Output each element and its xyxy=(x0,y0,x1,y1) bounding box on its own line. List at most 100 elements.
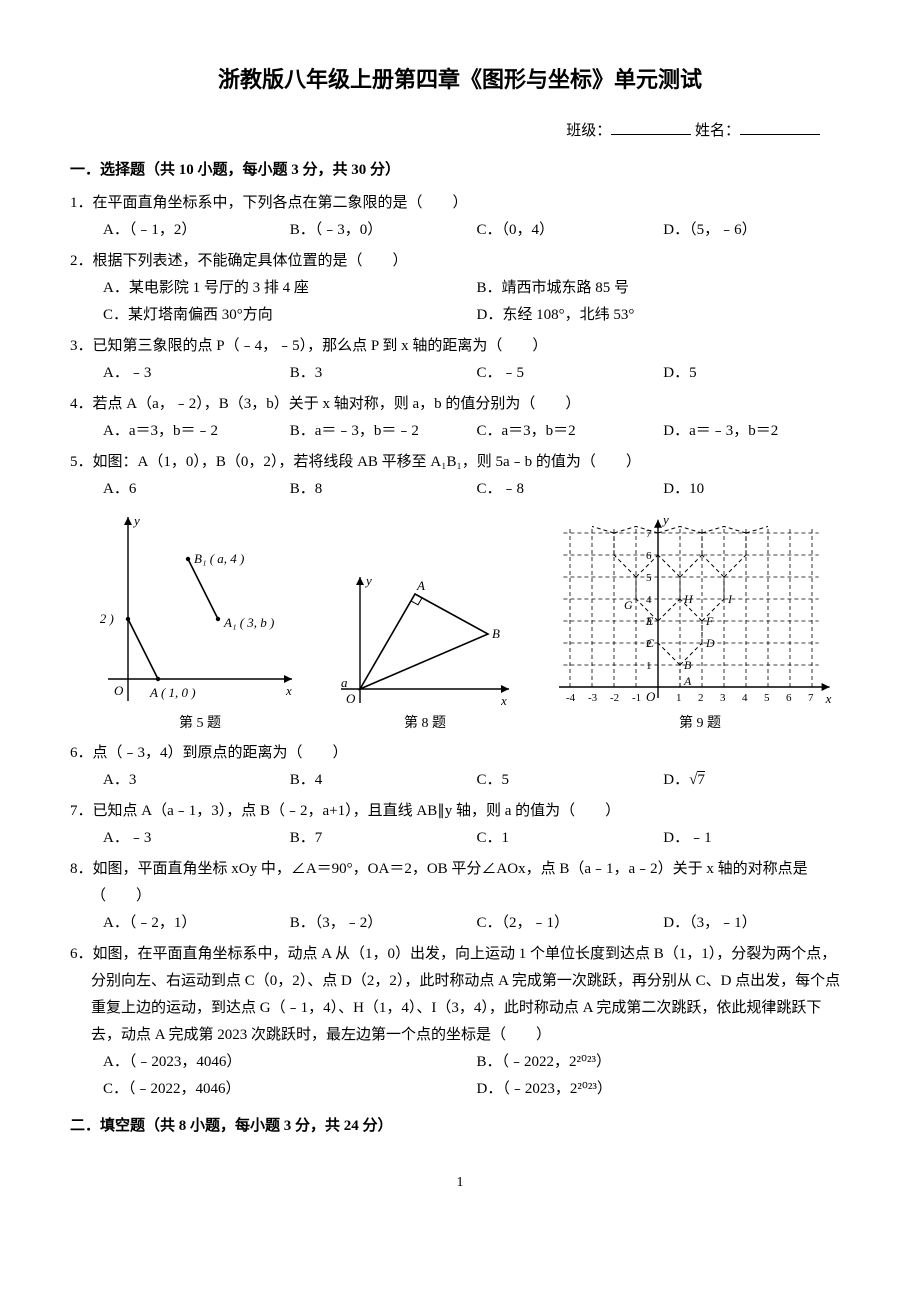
q3-opt-d: D．5 xyxy=(663,360,850,387)
q2-opt-b: B．靖西市城东路 85 号 xyxy=(477,275,851,302)
svg-text:B: B xyxy=(492,626,500,641)
q4-opt-b: B．a＝﹣3，b＝﹣2 xyxy=(290,418,477,445)
q2-text: 2．根据下列表述，不能确定具体位置的是（ ） xyxy=(70,248,850,275)
page-number: 1 xyxy=(70,1170,850,1195)
q5-opt-a: A．6 xyxy=(103,476,290,503)
svg-text:x: x xyxy=(285,683,292,698)
q7-opt-b: B．7 xyxy=(290,825,477,852)
svg-text:A₁ ( 3, b ): A₁ ( 3, b ) xyxy=(223,615,274,630)
q2-opt-d: D．东经 108°，北纬 53° xyxy=(477,302,851,329)
svg-text:6: 6 xyxy=(786,692,792,704)
svg-text:-1: -1 xyxy=(632,692,641,704)
figure-5-caption: 第 5 题 xyxy=(100,711,300,736)
figure-9-svg: yxO-4-3-2-112345671234567ABCDEFGHI xyxy=(550,509,850,709)
svg-text:x: x xyxy=(825,691,832,706)
section-1-head: 一．选择题（共 10 小题，每小题 3 分，共 30 分） xyxy=(70,157,850,184)
svg-text:x: x xyxy=(500,693,507,708)
svg-text:1: 1 xyxy=(676,692,682,704)
q4-opt-d: D．a＝﹣3，b＝2 xyxy=(663,418,850,445)
section-2-head: 二．填空题（共 8 小题，每小题 3 分，共 24 分） xyxy=(70,1113,850,1140)
q3-options: A．﹣3 B．3 C．﹣5 D．5 xyxy=(70,360,850,387)
svg-text:a: a xyxy=(341,675,348,690)
q7-opt-a: A．﹣3 xyxy=(103,825,290,852)
q9-opt-a: A．（﹣2023，4046） xyxy=(103,1049,477,1076)
question-7: 7．已知点 A（a﹣1，3），点 B（﹣2，a+1），且直线 AB∥y 轴，则 … xyxy=(70,798,850,852)
q8-opt-c: C．（2，﹣1） xyxy=(477,910,664,937)
q2-opt-a: A．某电影院 1 号厅的 3 排 4 座 xyxy=(103,275,477,302)
question-9: 6．如图，在平面直角坐标系中，动点 A 从（1，0）出发，向上运动 1 个单位长… xyxy=(70,941,850,1103)
svg-text:y: y xyxy=(661,511,669,526)
question-3: 3．已知第三象限的点 P（﹣4，﹣5），那么点 P 到 x 轴的距离为（ ） A… xyxy=(70,333,850,387)
svg-text:5: 5 xyxy=(646,572,652,584)
q8-opt-d: D．（3，﹣1） xyxy=(663,910,850,937)
figure-8-caption: 第 8 题 xyxy=(335,711,515,736)
svg-text:1: 1 xyxy=(646,660,652,672)
q5-opt-c: C．﹣8 xyxy=(477,476,664,503)
svg-text:A ( 1, 0 ): A ( 1, 0 ) xyxy=(149,685,196,700)
page-title: 浙教版八年级上册第四章《图形与坐标》单元测试 xyxy=(70,60,850,100)
q1-opt-d: D．（5，﹣6） xyxy=(663,217,850,244)
q3-text: 3．已知第三象限的点 P（﹣4，﹣5），那么点 P 到 x 轴的距离为（ ） xyxy=(70,333,850,360)
figure-row: yxOB₁ ( a, 4 )B ( 0, 2 )A₁ ( 3, b )A ( 1… xyxy=(100,509,850,736)
svg-text:5: 5 xyxy=(764,692,770,704)
q1-opt-a: A．（﹣1，2） xyxy=(103,217,290,244)
q3-opt-a: A．﹣3 xyxy=(103,360,290,387)
q6-opt-c: C．5 xyxy=(477,767,664,794)
svg-text:B ( 0, 2 ): B ( 0, 2 ) xyxy=(100,611,114,626)
q7-text: 7．已知点 A（a﹣1，3），点 B（﹣2，a+1），且直线 AB∥y 轴，则 … xyxy=(70,798,850,825)
svg-text:2: 2 xyxy=(698,692,704,704)
q1-options: A．（﹣1，2） B．（﹣3，0） C．（0，4） D．（5，﹣6） xyxy=(70,217,850,244)
name-blank xyxy=(740,119,820,135)
figure-5: yxOB₁ ( a, 4 )B ( 0, 2 )A₁ ( 3, b )A ( 1… xyxy=(100,509,300,736)
question-6: 6．点（﹣3，4）到原点的距离为（ ） A．3 B．4 C．5 D．√7 xyxy=(70,740,850,794)
q5-text: 5．如图：A（1，0），B（0，2），若将线段 AB 平移至 A₁B₁，则 5a… xyxy=(70,449,850,476)
q4-options: A．a＝3，b＝﹣2 B．a＝﹣3，b＝﹣2 C．a＝3，b＝2 D．a＝﹣3，… xyxy=(70,418,850,445)
svg-text:F: F xyxy=(705,614,714,628)
svg-text:-4: -4 xyxy=(566,692,576,704)
svg-text:C: C xyxy=(646,636,655,650)
q1-text: 1．在平面直角坐标系中，下列各点在第二象限的是（ ） xyxy=(70,190,850,217)
q5-opt-d: D．10 xyxy=(663,476,850,503)
q8-opt-b: B．（3，﹣2） xyxy=(290,910,477,937)
svg-text:6: 6 xyxy=(646,550,652,562)
q3-opt-b: B．3 xyxy=(290,360,477,387)
q2-opt-c: C．某灯塔南偏西 30°方向 xyxy=(103,302,477,329)
q5-options: A．6 B．8 C．﹣8 D．10 xyxy=(70,476,850,503)
q3-opt-c: C．﹣5 xyxy=(477,360,664,387)
question-8: 8．如图，平面直角坐标 xOy 中，∠A＝90°，OA＝2，OB 平分∠AOx，… xyxy=(70,856,850,937)
q9-text: 6．如图，在平面直角坐标系中，动点 A 从（1，0）出发，向上运动 1 个单位长… xyxy=(70,941,850,1049)
question-5: 5．如图：A（1，0），B（0，2），若将线段 AB 平移至 A₁B₁，则 5a… xyxy=(70,449,850,503)
name-label: 姓名： xyxy=(695,123,740,139)
q8-opt-a: A．（﹣2，1） xyxy=(103,910,290,937)
q4-text: 4．若点 A（a，﹣2），B（3，b）关于 x 轴对称，则 a，b 的值分别为（… xyxy=(70,391,850,418)
svg-text:3: 3 xyxy=(720,692,726,704)
figure-9-caption: 第 9 题 xyxy=(550,711,850,736)
svg-text:G: G xyxy=(624,598,633,612)
svg-text:4: 4 xyxy=(646,594,652,606)
svg-text:A: A xyxy=(683,674,692,688)
svg-text:4: 4 xyxy=(742,692,748,704)
question-1: 1．在平面直角坐标系中，下列各点在第二象限的是（ ） A．（﹣1，2） B．（﹣… xyxy=(70,190,850,244)
question-2: 2．根据下列表述，不能确定具体位置的是（ ） A．某电影院 1 号厅的 3 排 … xyxy=(70,248,850,329)
q7-options: A．﹣3 B．7 C．1 D．﹣1 xyxy=(70,825,850,852)
q1-opt-b: B．（﹣3，0） xyxy=(290,217,477,244)
q6-opt-b: B．4 xyxy=(290,767,477,794)
q5-opt-b: B．8 xyxy=(290,476,477,503)
figure-5-svg: yxOB₁ ( a, 4 )B ( 0, 2 )A₁ ( 3, b )A ( 1… xyxy=(100,509,300,709)
q4-opt-a: A．a＝3，b＝﹣2 xyxy=(103,418,290,445)
q7-opt-d: D．﹣1 xyxy=(663,825,850,852)
q6-opt-a: A．3 xyxy=(103,767,290,794)
svg-text:O: O xyxy=(646,689,656,704)
q6-opt-d: D．√7 xyxy=(663,767,850,794)
svg-text:-3: -3 xyxy=(588,692,598,704)
class-blank xyxy=(611,119,691,135)
q7-opt-c: C．1 xyxy=(477,825,664,852)
q8-text: 8．如图，平面直角坐标 xOy 中，∠A＝90°，OA＝2，OB 平分∠AOx，… xyxy=(70,856,850,910)
q6-text: 6．点（﹣3，4）到原点的距离为（ ） xyxy=(70,740,850,767)
q9-options: A．（﹣2023，4046） B．（﹣2022，2²⁰²³） C．（﹣2022，… xyxy=(70,1049,850,1103)
q4-opt-c: C．a＝3，b＝2 xyxy=(477,418,664,445)
svg-text:A: A xyxy=(416,578,425,593)
svg-text:O: O xyxy=(346,691,356,706)
q9-opt-b: B．（﹣2022，2²⁰²³） xyxy=(477,1049,851,1076)
svg-text:y: y xyxy=(364,573,372,588)
